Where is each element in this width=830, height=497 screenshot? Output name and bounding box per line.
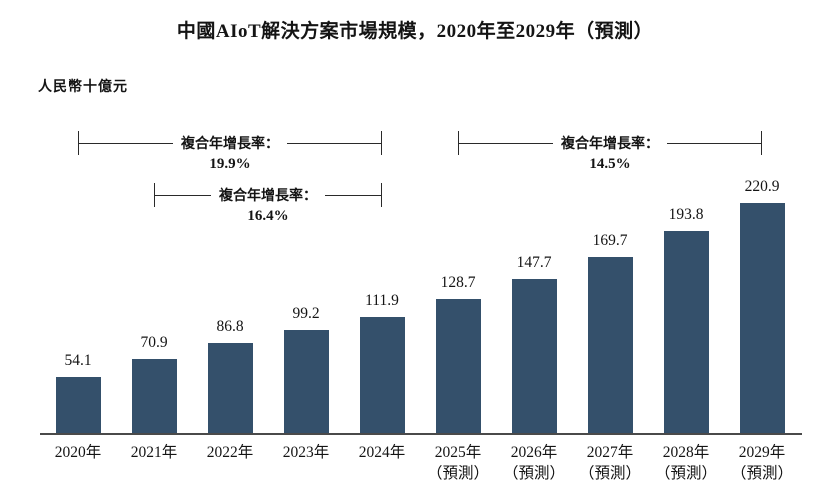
x-axis-label-2022年: 2022年	[192, 442, 268, 463]
x-axis-year: 2021年	[130, 444, 178, 461]
x-axis-forecast-note: （預測）	[654, 465, 717, 482]
chart-title: 中國AIoT解決方案市場規模，2020年至2029年（預測）	[176, 21, 654, 42]
bar-value-label: 147.7	[516, 254, 552, 272]
x-axis-year: 2026年	[510, 444, 558, 461]
bar-column-2021年: 70.9	[116, 334, 192, 433]
y-axis-unit-label: 人民幣十億元	[38, 80, 128, 95]
cagr-label: 複合年增長率：	[553, 133, 667, 153]
cagr-bracket-left-tick	[78, 131, 79, 155]
cagr-value: 19.9%	[209, 156, 251, 172]
x-axis-label-2023年: 2023年	[268, 442, 344, 463]
bar-value-label: 193.8	[668, 206, 704, 224]
x-axis-label-2024年: 2024年	[344, 442, 420, 463]
cagr-bracket-right-tick	[381, 183, 382, 207]
cagr-value: 14.5%	[589, 156, 631, 172]
x-axis-year: 2029年	[738, 444, 786, 461]
x-axis-year: 2020年	[54, 444, 102, 461]
bar-value-label: 220.9	[744, 178, 780, 196]
cagr-bracket: 複合年增長率： 16.4%	[154, 183, 382, 224]
cagr-bracket: 複合年增長率： 14.5%	[458, 131, 762, 172]
bar-column-2026年: 147.7	[496, 254, 572, 433]
x-axis-year: 2028年	[662, 444, 710, 461]
bar-column-2027年: 169.7	[572, 231, 648, 433]
x-axis-year: 2022年	[206, 444, 254, 461]
bar-value-label: 54.1	[64, 351, 92, 369]
bar-2023年	[283, 329, 329, 433]
bar-column-2028年: 193.8	[648, 206, 724, 433]
x-axis-label-2028年: 2028年 （預測）	[648, 442, 724, 484]
x-axis-forecast-note: （預測）	[730, 465, 793, 482]
cagr-bracket-left-tick	[154, 183, 155, 207]
bar-column-2022年: 86.8	[192, 318, 268, 433]
bar-column-2020年: 54.1	[40, 352, 116, 433]
bar-2029年	[739, 203, 785, 433]
bar-2021年	[131, 359, 177, 433]
bar-value-label: 99.2	[292, 304, 320, 322]
x-axis-forecast-note: （預測）	[502, 465, 565, 482]
bar-value-label: 86.8	[216, 317, 244, 335]
x-axis-year: 2025年	[434, 444, 482, 461]
x-axis-year: 2024年	[358, 444, 406, 461]
x-axis-label-2020年: 2020年	[40, 442, 116, 463]
bar-2022年	[207, 342, 253, 433]
bar-2025年	[435, 299, 481, 433]
cagr-label: 複合年增長率：	[211, 185, 325, 205]
x-axis-year: 2023年	[282, 444, 330, 461]
bar-value-label: 169.7	[592, 231, 628, 249]
plot-area: 54.1 70.9 86.8 99.2 111.9 128.7 147.7 169.7 193.…	[40, 120, 800, 433]
bar-2024年	[359, 316, 405, 433]
x-axis-forecast-note: （預測）	[426, 465, 489, 482]
bar-column-2029年: 220.9	[724, 178, 800, 433]
x-axis-forecast-note: （預測）	[578, 465, 641, 482]
x-axis-label-2026年: 2026年 （預測）	[496, 442, 572, 484]
bar-value-label: 111.9	[365, 291, 399, 309]
cagr-bracket-left-tick	[458, 131, 459, 155]
bar-2028年	[663, 231, 709, 433]
cagr-bracket-right-tick	[381, 131, 382, 155]
bar-value-label: 70.9	[140, 334, 168, 352]
bar-column-2024年: 111.9	[344, 292, 420, 433]
cagr-label: 複合年增長率：	[173, 133, 287, 153]
bar-2026年	[511, 279, 557, 433]
x-axis-label-2021年: 2021年	[116, 442, 192, 463]
bar-value-label: 128.7	[440, 274, 476, 292]
cagr-value: 16.4%	[247, 208, 289, 224]
bar-column-2023年: 99.2	[268, 305, 344, 433]
bar-2027年	[587, 256, 633, 433]
x-axis-label-2025年: 2025年 （預測）	[420, 442, 496, 484]
x-axis-label-2027年: 2027年 （預測）	[572, 442, 648, 484]
cagr-bracket: 複合年增長率： 19.9%	[78, 131, 382, 172]
bar-2020年	[55, 376, 101, 433]
x-axis-year: 2027年	[586, 444, 634, 461]
bar-column-2025年: 128.7	[420, 274, 496, 433]
x-axis-line	[40, 433, 802, 435]
x-axis-label-2029年: 2029年 （預測）	[724, 442, 800, 484]
cagr-bracket-right-tick	[761, 131, 762, 155]
